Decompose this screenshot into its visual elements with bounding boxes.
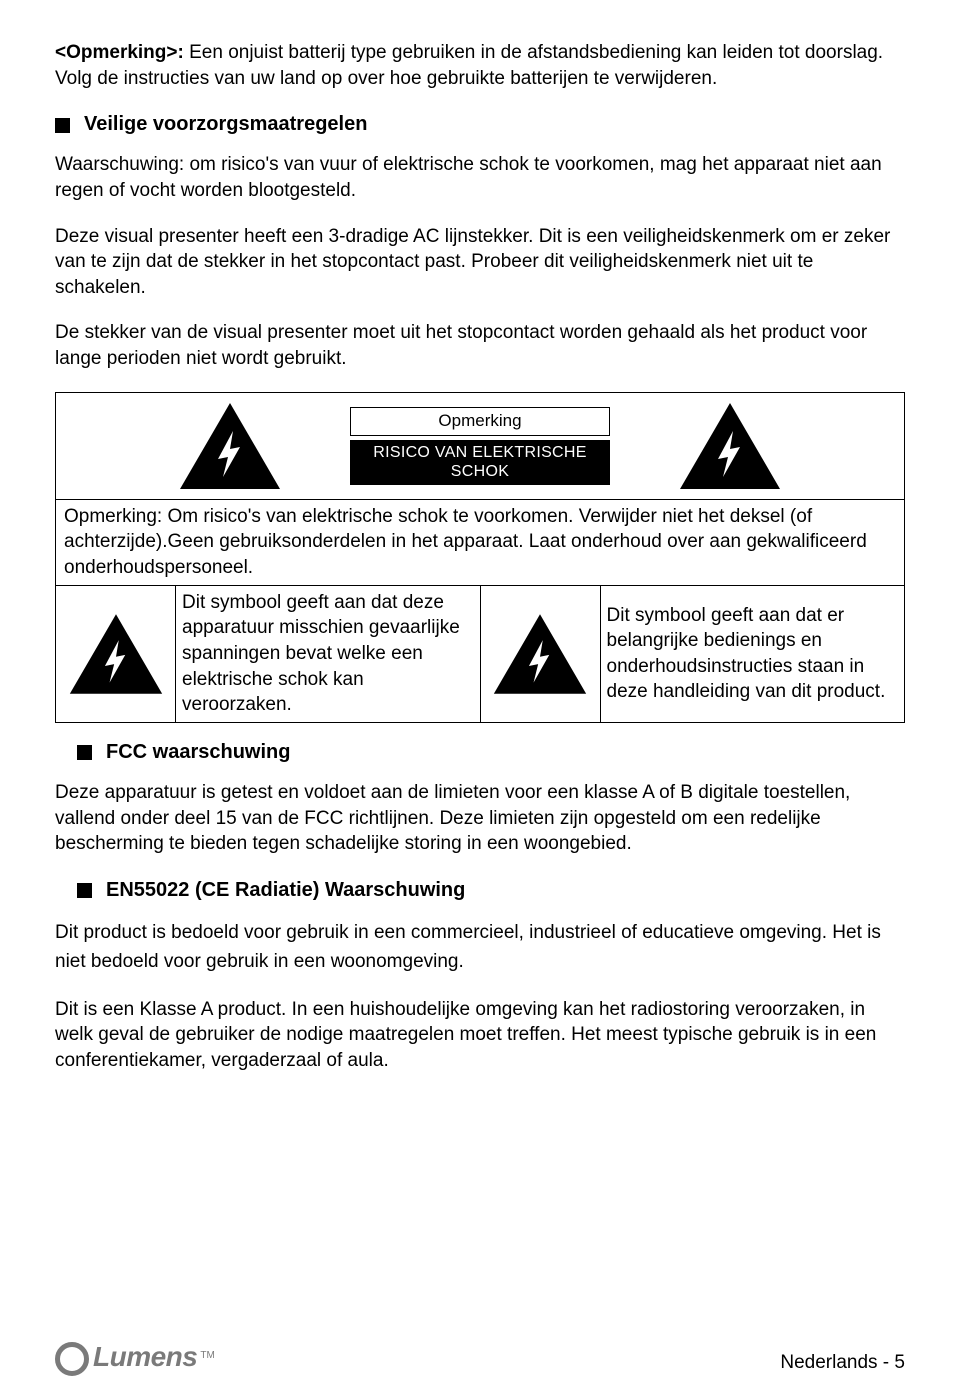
page-lang-label: Nederlands <box>780 1352 877 1373</box>
paragraph-fcc: Deze apparatuur is getest en voldoet aan… <box>55 780 905 857</box>
section-title: FCC waarschuwing <box>106 739 290 766</box>
page-footer: Lumens TM Nederlands - 5 <box>55 1338 905 1376</box>
risk-box: RISICO VAN ELEKTRISCHE SCHOK <box>350 440 610 485</box>
section-title: Veilige voorzorgsmaatregelen <box>84 111 367 138</box>
warning-panel: Opmerking RISICO VAN ELEKTRISCHE SCHOK O… <box>55 392 905 723</box>
page-number: Nederlands - 5 <box>780 1350 905 1376</box>
page-dash: - <box>878 1352 895 1373</box>
brand-logo: Lumens TM <box>55 1338 215 1376</box>
warning-middle-text: Opmerking: Om risico's van elektrische s… <box>56 500 904 586</box>
logo-text: Lumens <box>93 1338 197 1376</box>
note-prefix: <Opmerking>: <box>55 42 184 63</box>
paragraph-ce-1: Dit product is bedoeld voor gebruik in e… <box>55 918 905 977</box>
logo-ring-icon <box>55 1342 89 1376</box>
paragraph-ce-2: Dit is een Klasse A product. In een huis… <box>55 997 905 1074</box>
shock-triangle-icon <box>678 401 782 491</box>
paragraph-plug: Deze visual presenter heeft een 3-dradig… <box>55 224 905 301</box>
bullet-square-icon <box>77 745 92 760</box>
paragraph-unplug: De stekker van de visual presenter moet … <box>55 320 905 371</box>
logo-trademark: TM <box>200 1349 214 1363</box>
warning-bottom-text-right: Dit symbool geeft aan dat er belangrijke… <box>601 586 905 722</box>
opmerking-box: Opmerking <box>350 407 610 436</box>
shock-triangle-icon <box>68 612 164 696</box>
warning-bottom-triangle-right <box>481 586 601 722</box>
section-title: EN55022 (CE Radiatie) Waarschuwing <box>106 877 465 904</box>
page-no: 5 <box>894 1352 905 1373</box>
warning-bottom-text-left: Dit symbool geeft aan dat deze apparatuu… <box>176 586 481 722</box>
warning-bottom-triangle-left <box>56 586 176 722</box>
warning-top-row: Opmerking RISICO VAN ELEKTRISCHE SCHOK <box>56 393 904 500</box>
note-paragraph: <Opmerking>: Een onjuist batterij type g… <box>55 40 905 91</box>
paragraph-warning: Waarschuwing: om risico's van vuur of el… <box>55 152 905 203</box>
section-safe-precautions: Veilige voorzorgsmaatregelen <box>55 111 905 138</box>
warning-bottom-row: Dit symbool geeft aan dat deze apparatuu… <box>56 586 904 722</box>
bullet-square-icon <box>55 118 70 133</box>
shock-triangle-icon <box>492 612 588 696</box>
warning-center-label: Opmerking RISICO VAN ELEKTRISCHE SCHOK <box>350 401 610 491</box>
shock-triangle-icon <box>178 401 282 491</box>
section-fcc: FCC waarschuwing <box>55 739 905 766</box>
section-en55022: EN55022 (CE Radiatie) Waarschuwing <box>55 877 905 904</box>
warning-triangle-left <box>170 401 290 491</box>
warning-triangle-right <box>670 401 790 491</box>
bullet-square-icon <box>77 883 92 898</box>
